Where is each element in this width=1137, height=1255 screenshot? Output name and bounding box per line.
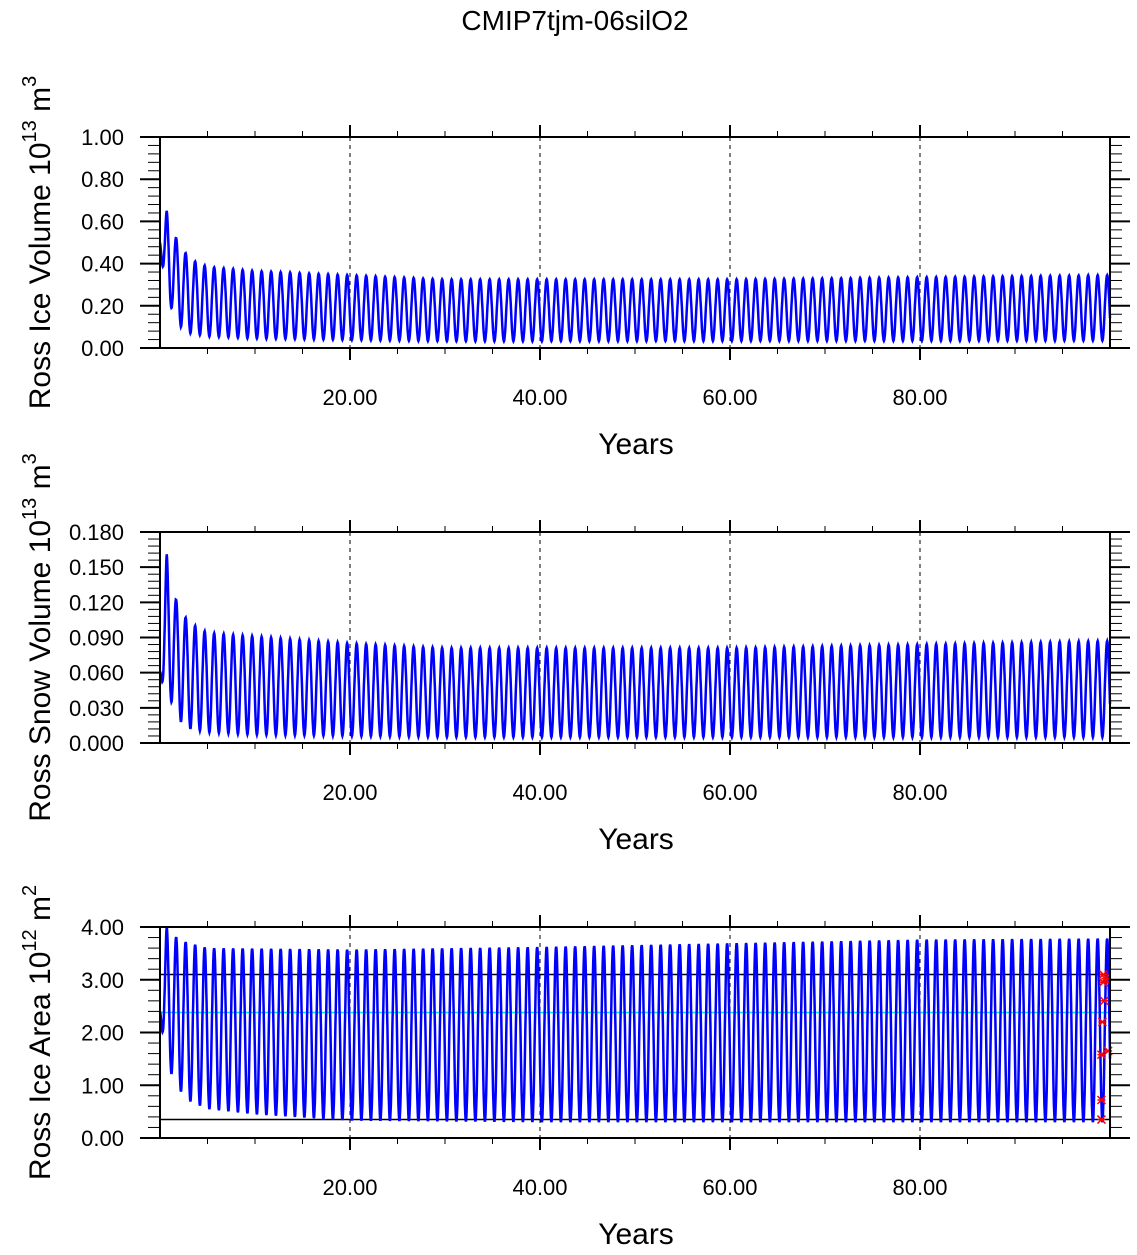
x-tick-label: 80.00 (892, 780, 947, 805)
x-tick-label: 40.00 (512, 780, 567, 805)
y-tick-label: 0.120 (69, 590, 124, 615)
x-tick-label: 20.00 (322, 385, 377, 410)
y-tick-label: 0.180 (69, 520, 124, 545)
y-tick-label: 0.090 (69, 626, 124, 651)
data-marker (1098, 977, 1108, 987)
y-tick-label: 3.00 (81, 968, 124, 993)
y-tick-label: 1.00 (81, 1073, 124, 1098)
x-tick-label: 40.00 (512, 1175, 567, 1200)
y-axis-label-part: 3 (19, 76, 41, 87)
x-tick-label: 60.00 (702, 385, 757, 410)
y-axis-label-part: m (24, 896, 57, 929)
chart-title: CMIP7tjm-06silO2 (461, 5, 688, 36)
y-tick-label: 4.00 (81, 915, 124, 940)
y-tick-label: 0.80 (81, 167, 124, 192)
data-marker (1097, 1017, 1107, 1027)
y-axis-label-part: 13 (19, 498, 41, 520)
data-marker (1096, 1050, 1106, 1060)
y-axis-label-part: m (24, 464, 57, 497)
y-tick-label: 0.060 (69, 661, 124, 686)
x-tick-label: 60.00 (702, 780, 757, 805)
y-tick-label: 0.00 (81, 336, 124, 361)
y-tick-label: 0.000 (69, 731, 124, 756)
y-axis-label-part: 13 (19, 120, 41, 142)
x-tick-label: 80.00 (892, 385, 947, 410)
x-tick-label: 80.00 (892, 1175, 947, 1200)
y-tick-label: 0.20 (81, 294, 124, 319)
data-series-line (158, 554, 1112, 742)
y-tick-label: 0.00 (81, 1126, 124, 1151)
data-marker (1096, 1095, 1106, 1105)
x-tick-label: 60.00 (702, 1175, 757, 1200)
y-axis-label-part: Ross Snow Volume 10 (24, 520, 57, 822)
data-marker (1096, 1115, 1106, 1125)
y-tick-label: 1.00 (81, 125, 124, 150)
y-axis-label-part: 2 (19, 885, 41, 896)
data-marker (1099, 996, 1109, 1006)
y-axis-label-part: 12 (19, 929, 41, 951)
y-tick-label: 0.150 (69, 555, 124, 580)
x-axis-label: Years (598, 428, 674, 461)
y-axis-label: Ross Snow Volume 1013 m3 (19, 453, 57, 822)
x-tick-label: 20.00 (322, 1175, 377, 1200)
y-axis-label-part: Ross Ice Volume 10 (24, 142, 57, 409)
data-series-line (158, 926, 1112, 1123)
x-axis-label: Years (598, 1218, 674, 1250)
x-tick-label: 40.00 (512, 385, 567, 410)
y-tick-label: 0.40 (81, 252, 124, 277)
x-axis-label: Years (598, 823, 674, 856)
x-tick-label: 20.00 (322, 780, 377, 805)
panel-2: 0.000 0.030 0.060 0.090 0.120 0.150 0.180 20.00… (19, 453, 1130, 856)
panel-3: 0.00 1.00 2.00 3.00 4.00 20.00 40.00 60.00 80.00… (19, 885, 1130, 1251)
y-axis-label-part: 3 (19, 453, 41, 464)
y-axis-label: Ross Ice Volume 1013 m3 (19, 76, 57, 410)
data-series-line (158, 210, 1112, 345)
y-axis-label-part: m (24, 87, 57, 120)
y-axis-label-part: Ross Ice Area 10 (24, 952, 57, 1180)
panel-1: 0.00 0.20 0.40 0.60 0.80 1.00 20.00 40.00 60.00 8… (19, 76, 1130, 461)
y-tick-label: 0.60 (81, 209, 124, 234)
y-tick-label: 0.030 (69, 696, 124, 721)
y-tick-label: 2.00 (81, 1021, 124, 1046)
y-axis-label: Ross Ice Area 1012 m2 (19, 885, 57, 1180)
